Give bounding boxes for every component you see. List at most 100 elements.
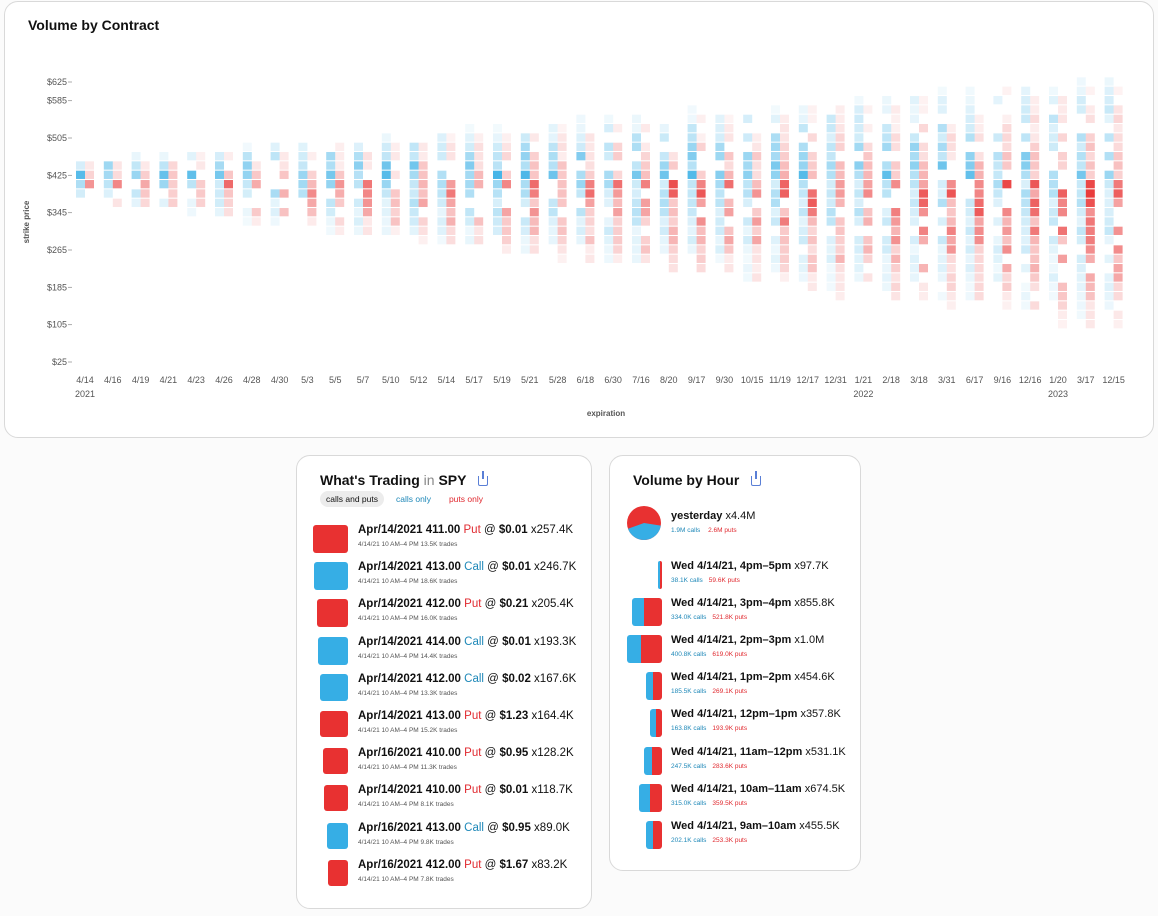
- put-cell[interactable]: [251, 217, 261, 226]
- put-cell[interactable]: [919, 180, 928, 189]
- call-cell[interactable]: [1049, 245, 1058, 254]
- call-cell[interactable]: [659, 133, 669, 142]
- call-cell[interactable]: [493, 180, 502, 189]
- put-cell[interactable]: [835, 198, 845, 207]
- put-cell[interactable]: [946, 152, 956, 161]
- call-cell[interactable]: [965, 245, 975, 254]
- call-cell[interactable]: [798, 208, 808, 217]
- put-cell[interactable]: [390, 208, 400, 217]
- put-cell[interactable]: [502, 180, 511, 189]
- put-cell[interactable]: [1030, 264, 1040, 273]
- call-cell[interactable]: [910, 208, 919, 217]
- call-cell[interactable]: [771, 170, 780, 179]
- put-cell[interactable]: [724, 133, 734, 142]
- call-cell[interactable]: [715, 217, 725, 226]
- put-cell[interactable]: [1113, 282, 1123, 291]
- call-cell[interactable]: [576, 114, 586, 123]
- put-cell[interactable]: [1085, 105, 1095, 114]
- call-cell[interactable]: [798, 170, 808, 179]
- put-cell[interactable]: [641, 245, 650, 254]
- call-cell[interactable]: [743, 114, 753, 123]
- call-cell[interactable]: [715, 245, 725, 254]
- put-cell[interactable]: [835, 105, 845, 114]
- call-cell[interactable]: [520, 198, 530, 207]
- put-cell[interactable]: [835, 161, 845, 170]
- call-cell[interactable]: [1021, 170, 1031, 179]
- call-cell[interactable]: [465, 180, 475, 189]
- call-cell[interactable]: [437, 133, 447, 142]
- call-cell[interactable]: [1076, 236, 1086, 245]
- put-cell[interactable]: [946, 142, 956, 151]
- call-cell[interactable]: [409, 152, 419, 161]
- put-cell[interactable]: [557, 217, 567, 226]
- call-cell[interactable]: [493, 142, 502, 151]
- put-cell[interactable]: [835, 133, 845, 142]
- put-cell[interactable]: [974, 114, 984, 123]
- put-cell[interactable]: [390, 170, 400, 179]
- put-cell[interactable]: [641, 161, 650, 170]
- put-cell[interactable]: [752, 254, 762, 263]
- put-cell[interactable]: [696, 226, 706, 235]
- put-cell[interactable]: [307, 217, 317, 226]
- put-cell[interactable]: [1002, 180, 1012, 189]
- trade-row[interactable]: Apr/14/2021 413.00 Call @ $0.01 x246.7K 4…: [297, 561, 593, 598]
- call-cell[interactable]: [1104, 292, 1114, 301]
- put-cell[interactable]: [752, 217, 762, 226]
- call-cell[interactable]: [687, 133, 697, 142]
- call-cell[interactable]: [520, 133, 530, 142]
- call-cell[interactable]: [798, 114, 808, 123]
- put-cell[interactable]: [1002, 124, 1012, 133]
- put-cell[interactable]: [668, 161, 678, 170]
- call-cell[interactable]: [576, 124, 586, 133]
- call-cell[interactable]: [882, 273, 892, 282]
- call-cell[interactable]: [270, 217, 280, 226]
- put-cell[interactable]: [1030, 105, 1040, 114]
- call-cell[interactable]: [659, 217, 669, 226]
- call-cell[interactable]: [937, 86, 947, 95]
- put-cell[interactable]: [724, 254, 734, 263]
- call-cell[interactable]: [771, 245, 780, 254]
- call-cell[interactable]: [326, 170, 336, 179]
- put-cell[interactable]: [919, 96, 928, 105]
- put-cell[interactable]: [974, 170, 984, 179]
- put-cell[interactable]: [1085, 170, 1095, 179]
- put-cell[interactable]: [390, 217, 400, 226]
- put-cell[interactable]: [474, 170, 484, 179]
- call-cell[interactable]: [381, 180, 391, 189]
- put-cell[interactable]: [363, 208, 372, 217]
- put-cell[interactable]: [1085, 226, 1095, 235]
- put-cell[interactable]: [1085, 236, 1095, 245]
- put-cell[interactable]: [502, 170, 511, 179]
- put-cell[interactable]: [641, 170, 650, 179]
- put-cell[interactable]: [752, 152, 762, 161]
- hour-row[interactable]: Wed 4/14/21, 1pm–2pm x454.6K 185.5K calls…: [610, 671, 862, 707]
- call-cell[interactable]: [1049, 189, 1058, 198]
- call-cell[interactable]: [910, 161, 919, 170]
- call-cell[interactable]: [937, 245, 947, 254]
- call-cell[interactable]: [520, 161, 530, 170]
- call-cell[interactable]: [826, 133, 836, 142]
- put-cell[interactable]: [974, 180, 984, 189]
- call-cell[interactable]: [215, 152, 224, 161]
- call-cell[interactable]: [1076, 96, 1086, 105]
- call-cell[interactable]: [798, 180, 808, 189]
- call-cell[interactable]: [882, 217, 892, 226]
- call-cell[interactable]: [632, 180, 641, 189]
- call-cell[interactable]: [1049, 133, 1058, 142]
- call-cell[interactable]: [409, 180, 419, 189]
- call-cell[interactable]: [715, 152, 725, 161]
- put-cell[interactable]: [1030, 152, 1040, 161]
- call-cell[interactable]: [632, 254, 641, 263]
- put-cell[interactable]: [668, 236, 678, 245]
- call-cell[interactable]: [854, 105, 864, 114]
- call-cell[interactable]: [242, 217, 252, 226]
- call-cell[interactable]: [215, 208, 224, 217]
- put-cell[interactable]: [641, 236, 650, 245]
- call-cell[interactable]: [632, 236, 641, 245]
- put-cell[interactable]: [1085, 114, 1095, 123]
- call-cell[interactable]: [632, 189, 641, 198]
- call-cell[interactable]: [242, 161, 252, 170]
- call-cell[interactable]: [854, 189, 864, 198]
- call-cell[interactable]: [326, 161, 336, 170]
- put-cell[interactable]: [307, 152, 317, 161]
